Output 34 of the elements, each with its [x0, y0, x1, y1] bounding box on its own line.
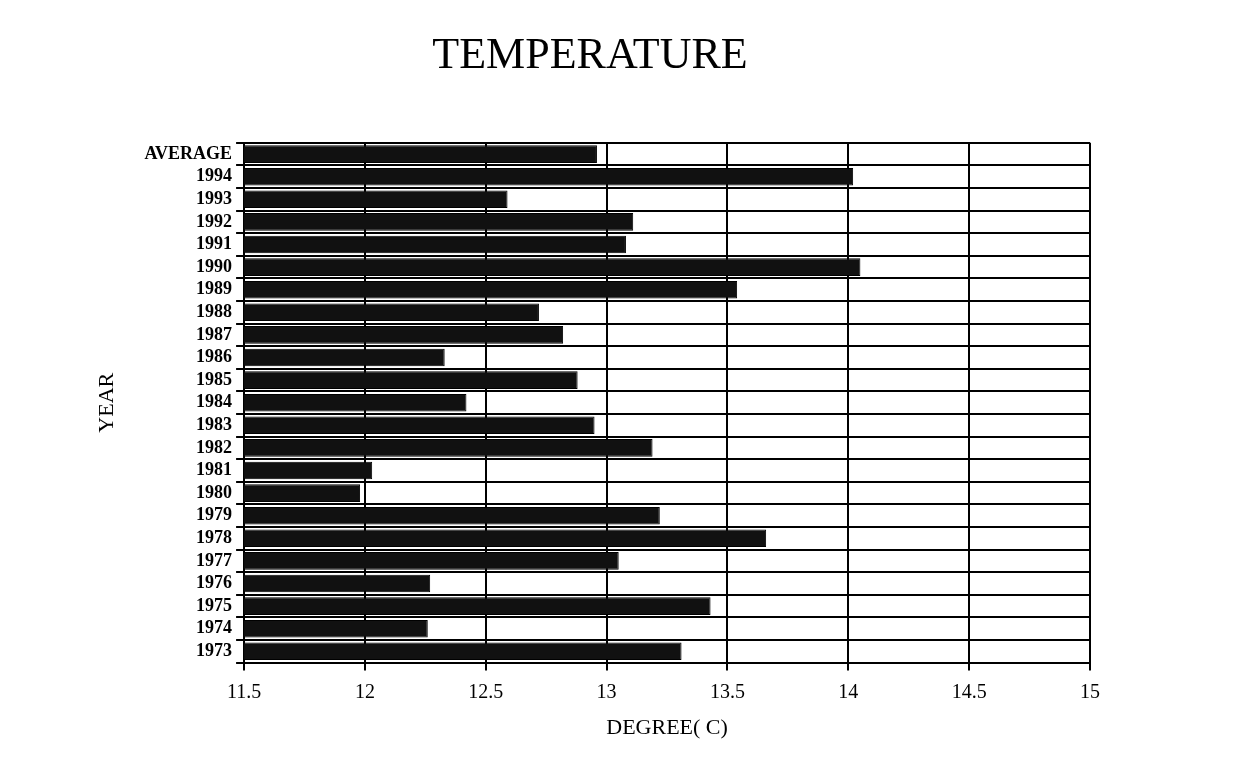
y-tick-label: 1977 — [196, 549, 233, 570]
y-tick-label: 1989 — [196, 278, 233, 299]
y-tick-label: 1976 — [196, 572, 233, 593]
x-tick-label: 12.5 — [468, 679, 504, 702]
y-tick-label: 1981 — [196, 459, 233, 480]
y-tick-label: 1978 — [196, 526, 233, 547]
y-tick-label: 1990 — [196, 255, 233, 276]
y-tick-label: 1987 — [196, 323, 233, 344]
y-tick-label: 1994 — [196, 165, 233, 186]
y-tick-label: 1988 — [196, 300, 233, 321]
x-tick-label: 14 — [838, 679, 859, 702]
y-tick-label: 1993 — [196, 187, 233, 208]
chart-title: TEMPERATURE — [432, 28, 748, 78]
x-tick-label: 12 — [354, 679, 375, 702]
y-axis-title: YEAR — [92, 372, 118, 433]
x-tick-label: 14.5 — [951, 679, 987, 702]
y-tick-label: 1991 — [196, 233, 233, 254]
x-tick-label: 15 — [1080, 679, 1100, 702]
x-axis-title: DEGREE( C) — [606, 713, 728, 739]
y-tick-label: 1992 — [196, 210, 233, 231]
y-tick-label: 1975 — [196, 594, 233, 615]
y-tick-label: 1983 — [196, 413, 233, 434]
y-tick-label: 1985 — [196, 368, 233, 389]
x-tick-label: 11.5 — [226, 679, 262, 702]
y-tick-label: 1979 — [196, 504, 233, 525]
y-tick-label: 1980 — [196, 481, 233, 502]
x-tick-label: 13 — [596, 679, 617, 702]
x-tick-label: 13.5 — [709, 679, 745, 702]
y-tick-label: 1986 — [196, 346, 233, 367]
y-tick-label: 1974 — [196, 617, 233, 638]
y-tick-label: 1982 — [196, 436, 233, 457]
y-tick-label: 1984 — [196, 391, 233, 412]
y-tick-label: 1973 — [196, 639, 233, 660]
y-tick-label: AVERAGE — [144, 142, 233, 163]
